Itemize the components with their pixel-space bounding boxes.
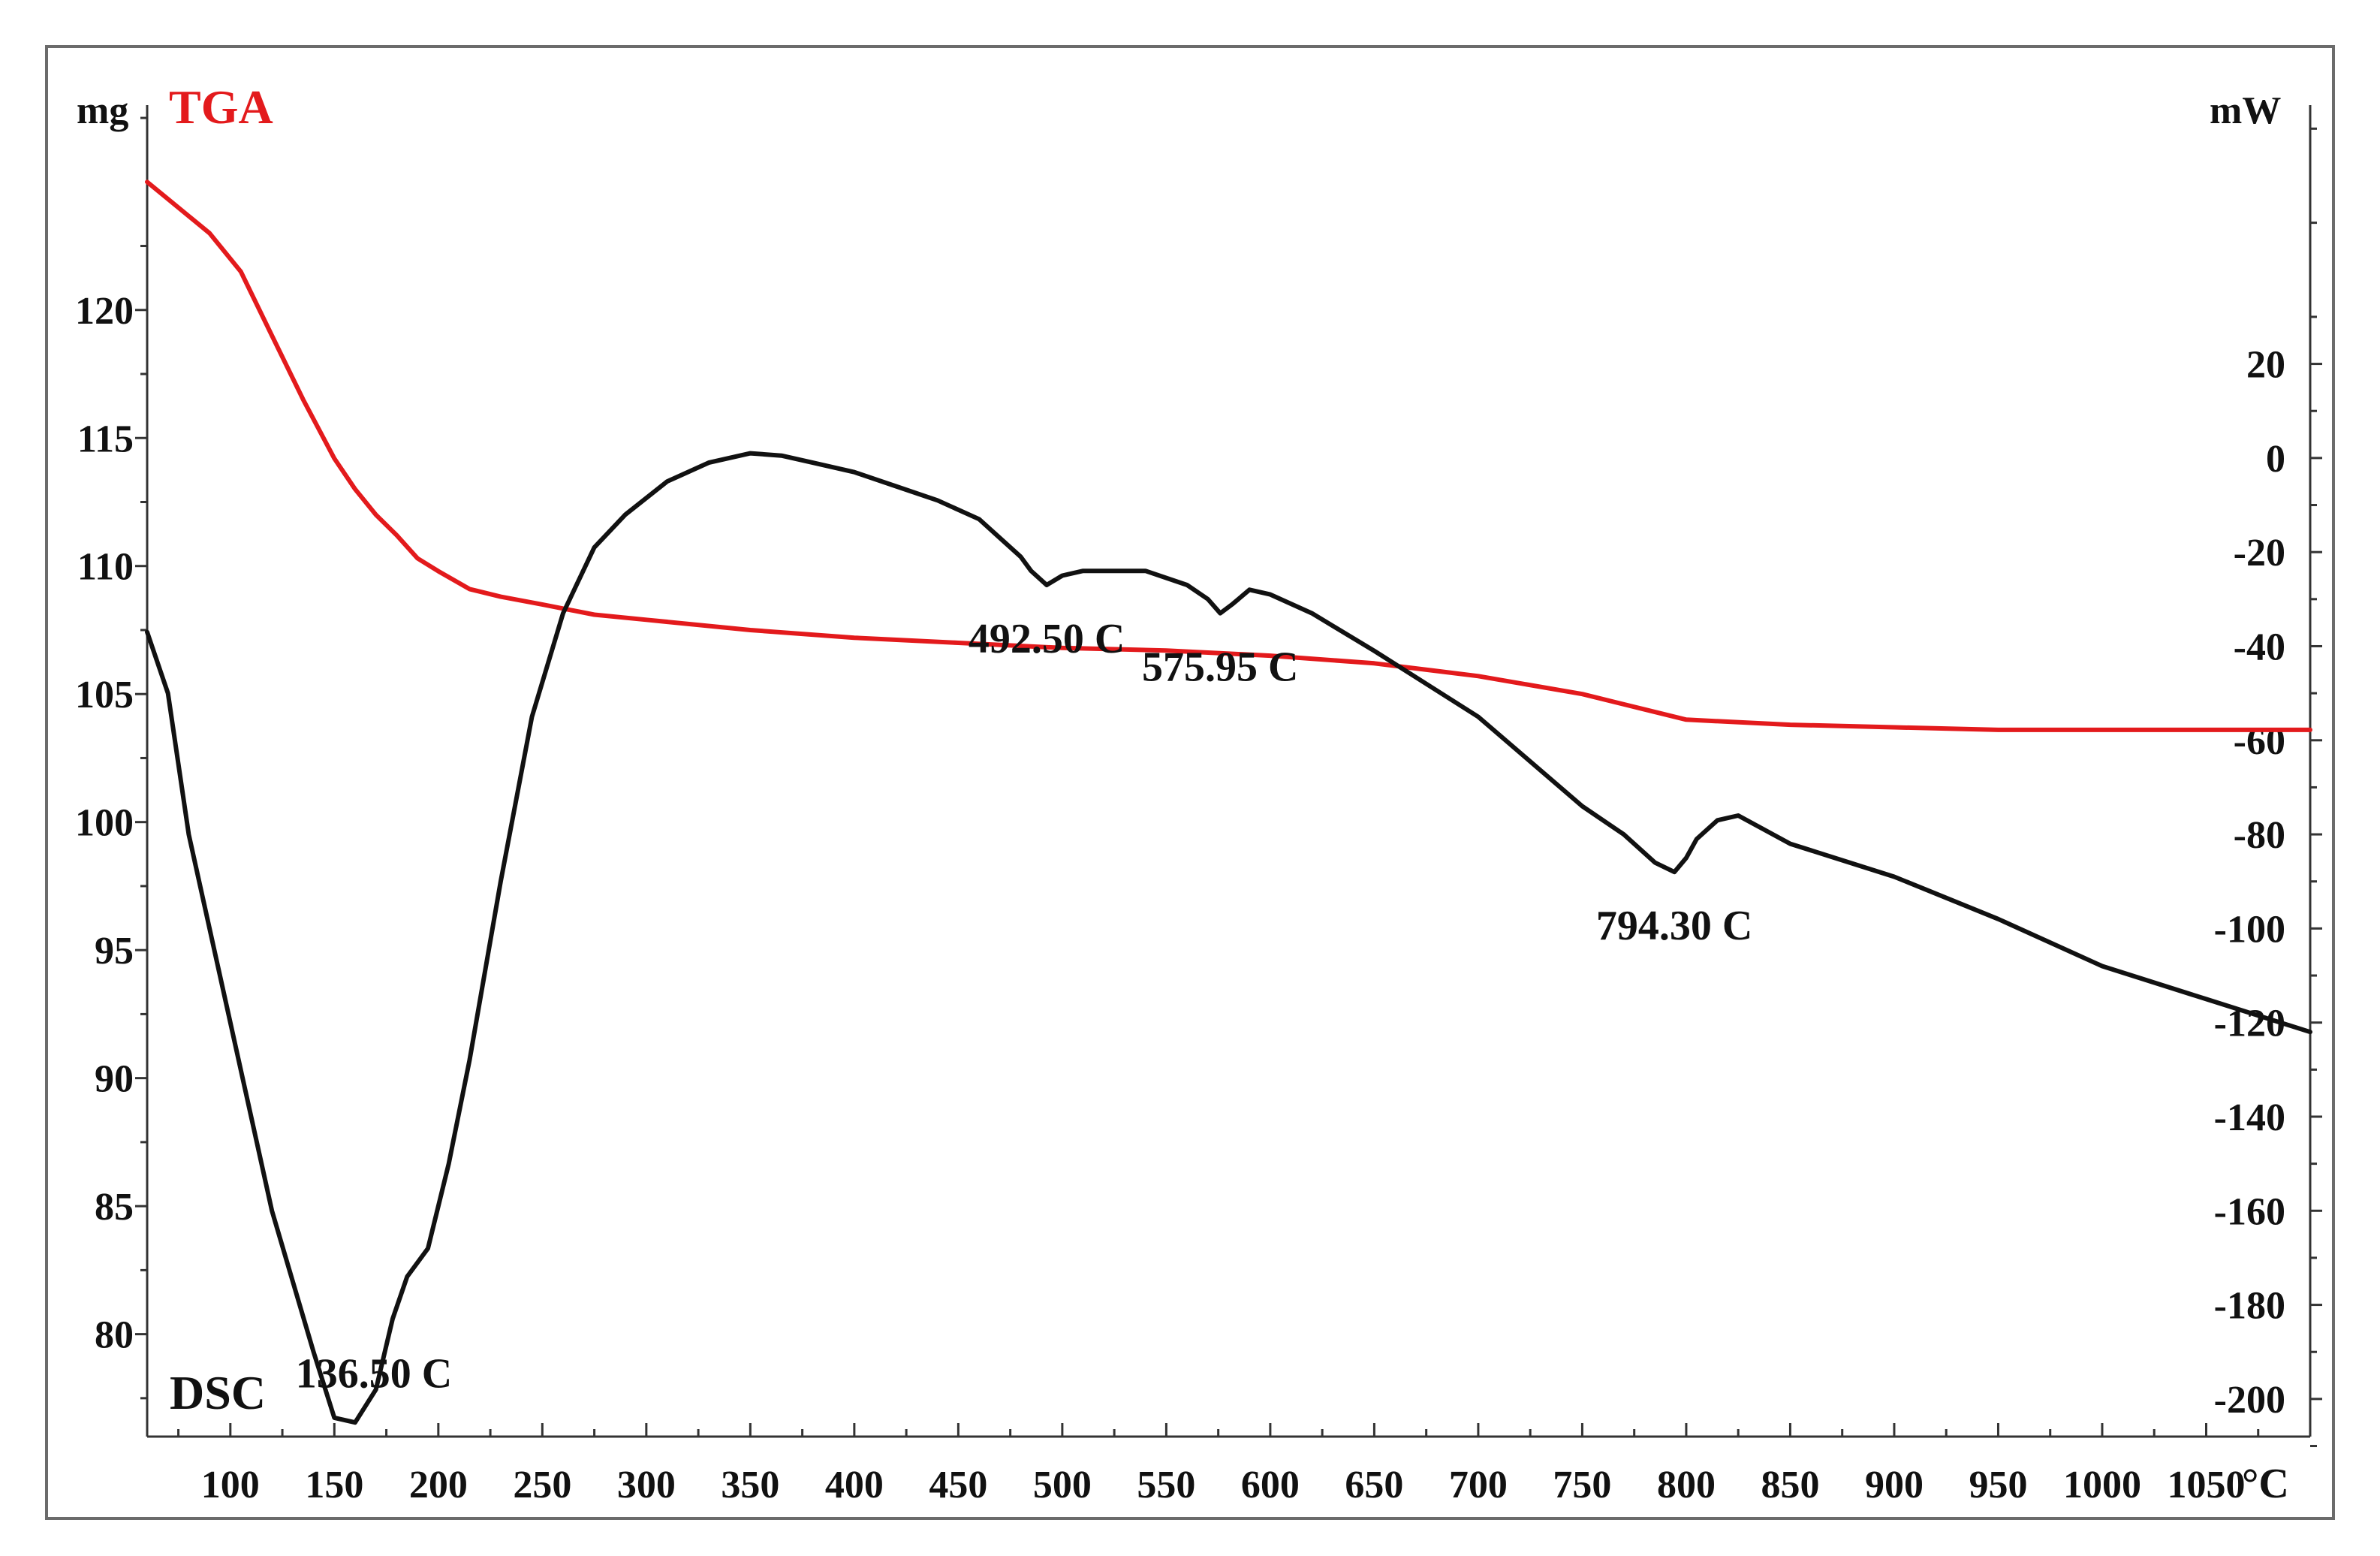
x-axis-unit: °C [2242,1461,2289,1507]
x-tick-label: 450 [929,1464,987,1506]
chart-frame [45,45,2335,1520]
left-tick-label: 110 [77,546,134,589]
x-tick-label: 200 [409,1464,468,1506]
x-tick-label: 100 [201,1464,260,1506]
x-tick-label: 800 [1657,1464,1716,1506]
left-tick-label: 95 [95,930,134,973]
x-tick-label: 500 [1033,1464,1092,1506]
x-tick-label: 150 [305,1464,363,1506]
left-tick-label: 115 [77,418,134,460]
right-tick-label: -160 [2214,1190,2285,1233]
x-tick-label: 1050 [2167,1464,2245,1506]
x-tick-label: 850 [1761,1464,1819,1506]
x-tick-label: 750 [1553,1464,1611,1506]
x-tick-label: 300 [617,1464,676,1506]
tga-series-label: TGA [169,80,273,134]
dsc-series-line [145,451,2312,1425]
x-tick-label: 1000 [2063,1464,2141,1506]
x-tick-label: 700 [1449,1464,1508,1506]
dsc-series-label: DSC [170,1366,266,1419]
x-tick-label: 250 [513,1464,571,1506]
x-tick-label: 350 [721,1464,779,1506]
left-tick-label: 90 [95,1058,134,1101]
peak-annotation: 136.50 C [296,1350,452,1397]
right-tick-label: -80 [2234,814,2285,857]
left-axis-unit: mg [77,89,128,132]
x-tick-label: 600 [1241,1464,1300,1506]
peak-annotation: 575.95 C [1142,644,1298,691]
right-tick-label: -40 [2234,626,2285,668]
peak-annotation: 794.30 C [1596,903,1752,949]
right-tick-label: -60 [2234,720,2285,763]
right-tick-label: -200 [2214,1379,2285,1422]
right-tick-label: -180 [2214,1285,2285,1328]
tga-series-line [145,179,2312,732]
left-tick-label: 80 [95,1314,134,1357]
left-tick-label: 120 [75,290,134,333]
x-tick-label: 900 [1865,1464,1924,1506]
right-tick-label: 20 [2246,344,2285,387]
peak-annotation: 492.50 C [969,616,1125,662]
left-tick-label: 105 [75,674,134,716]
right-tick-label: -120 [2214,1003,2285,1045]
x-tick-label: 650 [1345,1464,1403,1506]
right-tick-label: -100 [2214,908,2285,951]
right-tick-label: -140 [2214,1096,2285,1139]
x-tick-label: 950 [1969,1464,2027,1506]
right-tick-label: -20 [2234,532,2285,574]
axes [146,105,2312,1438]
x-tick-label: 550 [1137,1464,1195,1506]
left-tick-label: 100 [75,802,134,845]
right-tick-label: 0 [2266,438,2285,481]
x-tick-label: 400 [825,1464,884,1506]
left-tick-label: 85 [95,1186,134,1229]
right-axis-unit: mW [2210,89,2281,132]
